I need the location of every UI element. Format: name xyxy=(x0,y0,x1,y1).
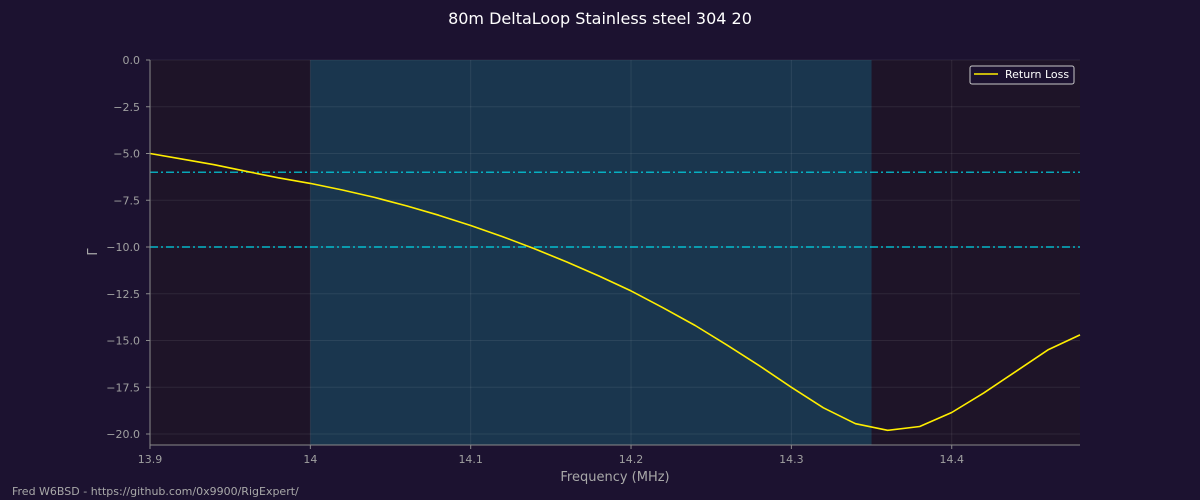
y-tick-label: −2.5 xyxy=(113,101,140,114)
x-axis-label: Frequency (MHz) xyxy=(560,470,669,485)
data-point xyxy=(662,307,664,309)
data-point xyxy=(245,170,247,172)
data-point xyxy=(406,205,408,207)
y-tick-label: 0.0 xyxy=(123,54,141,67)
x-tick-label: 14 xyxy=(303,453,317,466)
x-tick-label: 14.4 xyxy=(939,453,964,466)
y-tick-label: −17.5 xyxy=(106,381,140,394)
x-tick-label: 14.1 xyxy=(458,453,483,466)
data-point xyxy=(1079,334,1081,336)
data-point xyxy=(823,407,825,409)
data-point xyxy=(951,412,953,414)
x-tick-label: 14.3 xyxy=(779,453,804,466)
data-point xyxy=(374,197,376,199)
data-point xyxy=(791,386,793,388)
x-tick-label: 13.9 xyxy=(138,453,163,466)
data-point xyxy=(694,325,696,327)
data-point xyxy=(887,429,889,431)
data-point xyxy=(277,177,279,179)
y-tick-label: −12.5 xyxy=(106,288,140,301)
data-point xyxy=(919,426,921,428)
data-point xyxy=(213,164,215,166)
data-point xyxy=(566,261,568,263)
data-point xyxy=(502,236,504,238)
data-point xyxy=(1015,371,1017,373)
data-point xyxy=(310,183,312,185)
data-point xyxy=(759,365,761,367)
data-point xyxy=(598,275,600,277)
data-point xyxy=(342,189,344,191)
y-tick-label: −15.0 xyxy=(106,335,140,348)
y-axis-label: Γ xyxy=(86,248,101,256)
data-point xyxy=(855,423,857,425)
data-point xyxy=(470,225,472,227)
data-point xyxy=(438,214,440,216)
data-point xyxy=(181,158,183,160)
legend-frame xyxy=(969,65,1075,85)
chart-title: 80m DeltaLoop Stainless steel 304 20 xyxy=(448,9,752,28)
data-point xyxy=(534,248,536,250)
data-point xyxy=(630,290,632,292)
data-point xyxy=(726,344,728,346)
legend: Return Loss xyxy=(969,65,1075,85)
data-point xyxy=(983,392,985,394)
y-tick-label: −7.5 xyxy=(113,194,140,207)
frequency-band xyxy=(310,60,872,445)
footer-credit: Fred W6BSD - https://github.com/0x9900/R… xyxy=(12,485,299,498)
legend-label-return-loss: Return Loss xyxy=(1005,68,1069,81)
y-tick-label: −5.0 xyxy=(113,148,140,161)
y-tick-label: −20.0 xyxy=(106,428,140,441)
series-line-return-loss xyxy=(149,152,1081,432)
data-point xyxy=(1047,349,1049,351)
y-tick-label: −10.0 xyxy=(106,241,140,254)
x-tick-label: 14.2 xyxy=(619,453,644,466)
